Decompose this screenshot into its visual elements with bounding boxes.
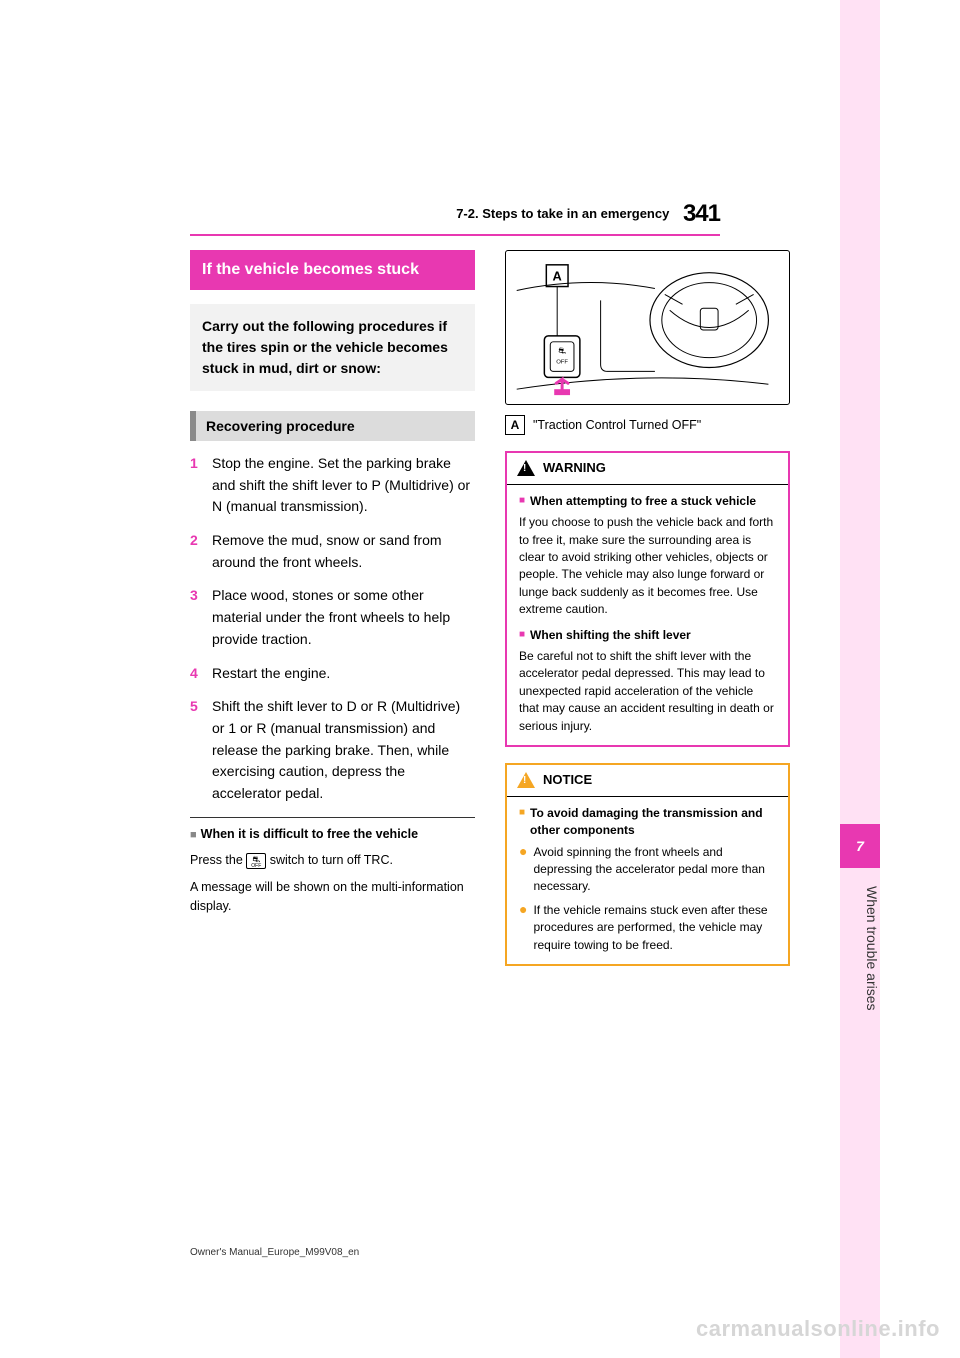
notice-body: ■ To avoid damaging the transmission and… xyxy=(507,797,788,964)
step-text: Remove the mud, snow or sand from around… xyxy=(212,530,475,573)
svg-text:⛐: ⛐ xyxy=(558,346,566,356)
press-pre: Press the xyxy=(190,853,246,867)
notice-bullet-text: Avoid spinning the front wheels and depr… xyxy=(533,844,776,896)
press-post: switch to turn off TRC. xyxy=(266,853,393,867)
warning-subhead-2: ■ When shifting the shift lever xyxy=(519,627,776,644)
step-1: 1 Stop the engine. Set the parking brake… xyxy=(190,453,475,518)
step-text: Restart the engine. xyxy=(212,663,475,685)
warning-paragraph-1: If you choose to push the vehicle back a… xyxy=(519,514,776,618)
chapter-tab: 7 xyxy=(840,824,880,868)
square-bullet-icon: ■ xyxy=(519,805,525,840)
lead-box: Carry out the following procedures if th… xyxy=(190,304,475,391)
warning-head: WARNING xyxy=(507,453,788,484)
notice-subhead-text: To avoid damaging the transmission and o… xyxy=(530,805,776,840)
step-number: 1 xyxy=(190,453,212,518)
sub-heading-text: When it is difficult to free the vehicle xyxy=(201,827,418,841)
warning-box: WARNING ■ When attempting to free a stuc… xyxy=(505,451,790,747)
left-column: If the vehicle becomes stuck Carry out t… xyxy=(190,250,475,966)
right-column: A ⛐ OFF xyxy=(505,250,790,966)
square-bullet-icon: ■ xyxy=(190,829,197,841)
step-text: Place wood, stones or some other materia… xyxy=(212,585,475,650)
step-text: Shift the shift lever to D or R (Multidr… xyxy=(212,696,475,804)
warning-title: WARNING xyxy=(543,459,606,478)
divider xyxy=(190,817,475,818)
svg-text:A: A xyxy=(553,269,562,284)
step-number: 2 xyxy=(190,530,212,573)
header-rule xyxy=(190,234,720,236)
notice-bullet-1: ● Avoid spinning the front wheels and de… xyxy=(519,844,776,896)
step-text: Stop the engine. Set the parking brake a… xyxy=(212,453,475,518)
step-number: 3 xyxy=(190,585,212,650)
step-number: 4 xyxy=(190,663,212,685)
dashboard-diagram: A ⛐ OFF xyxy=(505,250,790,405)
warning-subhead-1: ■ When attempting to free a stuck vehicl… xyxy=(519,493,776,510)
sub-heading: ■ When it is difficult to free the vehicl… xyxy=(190,826,475,844)
step-2: 2 Remove the mud, snow or sand from arou… xyxy=(190,530,475,573)
content-columns: If the vehicle becomes stuck Carry out t… xyxy=(190,250,790,966)
square-bullet-icon: ■ xyxy=(519,493,525,510)
footer-text: Owner's Manual_Europe_M99V08_en xyxy=(190,1247,359,1258)
breadcrumb: 7-2. Steps to take in an emergency xyxy=(456,206,669,221)
notice-bullet-2: ● If the vehicle remains stuck even afte… xyxy=(519,902,776,954)
notice-triangle-icon xyxy=(517,772,535,788)
notice-bullet-text: If the vehicle remains stuck even after … xyxy=(533,902,776,954)
warning-subhead-text: When shifting the shift lever xyxy=(530,627,691,644)
diagram-svg: A ⛐ OFF xyxy=(506,251,789,404)
square-bullet-icon: ■ xyxy=(519,627,525,644)
topic-title: If the vehicle becomes stuck xyxy=(190,250,475,290)
callout-row: A "Traction Control Turned OFF" xyxy=(505,415,790,435)
step-5: 5 Shift the shift lever to D or R (Multi… xyxy=(190,696,475,804)
page-number: 341 xyxy=(683,200,720,228)
warning-subhead-text: When attempting to free a stuck vehicle xyxy=(530,493,756,510)
watermark: carmanualsonline.info xyxy=(696,1316,940,1342)
step-3: 3 Place wood, stones or some other mater… xyxy=(190,585,475,650)
side-tab-strip xyxy=(840,0,880,1358)
page-header: 7-2. Steps to take in an emergency 341 xyxy=(190,200,720,236)
notice-subhead: ■ To avoid damaging the transmission and… xyxy=(519,805,776,840)
press-line: Press the switch to turn off TRC. xyxy=(190,851,475,870)
notice-box: NOTICE ■ To avoid damaging the transmiss… xyxy=(505,763,790,966)
chapter-tab-label: When trouble arises xyxy=(840,880,880,1080)
svg-text:OFF: OFF xyxy=(556,360,568,366)
warning-triangle-icon xyxy=(517,460,535,476)
message-note: A message will be shown on the multi-inf… xyxy=(190,878,475,916)
breadcrumb-row: 7-2. Steps to take in an emergency 341 xyxy=(190,200,720,228)
warning-body: ■ When attempting to free a stuck vehicl… xyxy=(507,485,788,745)
callout-text: "Traction Control Turned OFF" xyxy=(533,418,701,432)
section-heading: Recovering procedure xyxy=(190,411,475,441)
notice-head: NOTICE xyxy=(507,765,788,796)
notice-title: NOTICE xyxy=(543,771,592,790)
step-number: 5 xyxy=(190,696,212,804)
right-margin xyxy=(880,0,960,1358)
step-4: 4 Restart the engine. xyxy=(190,663,475,685)
round-bullet-icon: ● xyxy=(519,844,527,896)
callout-letter-box: A xyxy=(505,415,525,435)
warning-paragraph-2: Be careful not to shift the shift lever … xyxy=(519,648,776,735)
page-body: 7-2. Steps to take in an emergency 341 I… xyxy=(0,0,840,1358)
round-bullet-icon: ● xyxy=(519,902,527,954)
trc-off-switch-icon xyxy=(246,853,266,869)
